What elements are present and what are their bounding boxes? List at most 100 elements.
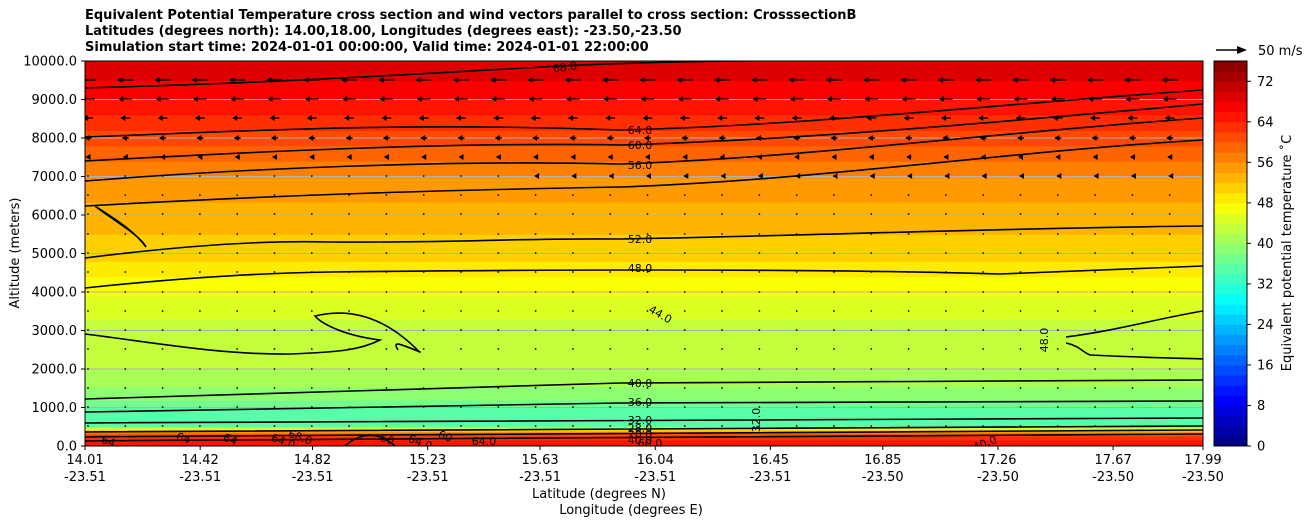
wind-arrow-head	[1161, 77, 1167, 83]
x-tick-label-lon: -23.51	[749, 470, 791, 485]
wind-vector-dot	[460, 368, 462, 370]
wind-vector-dot	[534, 310, 537, 312]
theta-band	[85, 120, 1203, 122]
wind-vector-dot	[833, 233, 835, 235]
wind-vector-dot	[1131, 233, 1134, 235]
contour-label: 60	[378, 431, 396, 448]
colorbar-segment	[1214, 202, 1247, 214]
theta-band	[85, 220, 1203, 222]
wind-vector-dot	[497, 368, 500, 370]
y-axis-label: Altitude (meters)	[8, 198, 23, 309]
theta-band	[85, 90, 1203, 92]
wind-vector-dot	[236, 368, 239, 370]
theta-band	[85, 338, 1203, 340]
colorbar-segment	[1214, 223, 1247, 234]
wind-arrow-head	[608, 173, 614, 179]
theta-band	[85, 413, 1203, 416]
theta-band	[85, 235, 1203, 238]
theta-band	[85, 359, 1203, 362]
theta-band	[85, 248, 1203, 250]
wind-vector-dot	[236, 252, 239, 254]
wind-vector-dot	[795, 387, 798, 389]
wind-arrow-head	[230, 96, 236, 102]
wind-vector-dot	[1094, 329, 1096, 331]
theta-band	[85, 362, 1203, 364]
wind-vector-dot	[609, 291, 612, 293]
wind-vector-dot	[1019, 213, 1022, 215]
theta-band	[85, 82, 1203, 84]
wind-vector-dot	[683, 406, 686, 408]
wind-vector-dot	[646, 194, 649, 196]
wind-vector-dot	[1131, 329, 1134, 331]
contour-label: 68.0	[552, 59, 578, 75]
wind-vector-dot	[870, 425, 873, 427]
theta-band	[85, 208, 1203, 210]
wind-vector-dot	[1131, 310, 1134, 312]
y-tick-label: 7000.0	[32, 170, 78, 185]
wind-vector-dot	[348, 271, 350, 273]
theta-band	[85, 392, 1203, 394]
theta-band	[85, 150, 1203, 152]
theta-band	[85, 369, 1203, 371]
wind-vector-dot	[348, 233, 350, 235]
wind-arrow-head	[1128, 135, 1134, 141]
wind-vector-dot	[273, 406, 276, 408]
wind-vector-dot	[907, 387, 910, 389]
theta-band	[85, 152, 1203, 154]
contour-label: 64.0	[472, 435, 497, 448]
wind-arrow-head	[494, 135, 500, 141]
theta-band	[85, 325, 1203, 327]
theta-band	[85, 418, 1203, 420]
wind-arrow-head	[304, 96, 310, 102]
wind-vector-dot	[646, 406, 649, 408]
wind-vector-dot	[124, 310, 127, 312]
wind-vector-dot	[870, 252, 873, 254]
wind-vector-dot	[1168, 291, 1171, 293]
wind-vector-dot	[273, 425, 276, 427]
theta-band	[85, 326, 1203, 329]
wind-vector-dot	[982, 213, 985, 215]
theta-band	[85, 332, 1203, 334]
wind-vector-dot	[758, 368, 761, 370]
theta-band	[85, 392, 1203, 395]
wind-vector-dot	[646, 271, 649, 273]
x-tick-label-lat: 17.99	[1184, 453, 1221, 468]
wind-vector-dot	[161, 348, 164, 350]
quiver-key-arrow-icon	[1237, 46, 1247, 54]
wind-vector-dot	[87, 194, 89, 196]
colorbar-segment	[1214, 415, 1247, 427]
wind-vector-dot	[236, 291, 239, 293]
wind-vector-dot	[385, 175, 388, 177]
wind-arrow-head	[192, 96, 198, 102]
wind-vector-dot	[1094, 348, 1096, 350]
plot-area: 68.064.060.056.052.048.044.048.040.036.0…	[84, 59, 1204, 448]
theta-band	[85, 180, 1203, 182]
theta-band	[85, 390, 1203, 392]
wind-vector-dot	[422, 329, 425, 331]
wind-vector-dot	[310, 175, 313, 177]
theta-band	[85, 206, 1203, 208]
theta-band	[85, 135, 1203, 138]
wind-arrow-head	[308, 135, 314, 141]
wind-arrow-head	[906, 154, 912, 160]
wind-vector-dot	[87, 368, 89, 370]
colorbar-segment	[1214, 142, 1247, 153]
theta-band	[85, 345, 1203, 348]
wind-vector-dot	[124, 329, 127, 331]
theta-band	[85, 278, 1203, 281]
wind-vector-dot	[236, 348, 239, 350]
wind-arrow-head	[1092, 154, 1098, 160]
theta-band	[85, 352, 1203, 355]
theta-band	[85, 138, 1203, 140]
wind-vector-dot	[348, 368, 350, 370]
theta-band	[85, 316, 1203, 319]
theta-band	[85, 148, 1203, 151]
wind-vector-dot	[683, 233, 686, 235]
contour-label: 32.0	[628, 414, 653, 427]
wind-arrow-head	[272, 154, 277, 160]
wind-vector-dot	[609, 348, 612, 350]
x-axis-label-longitude: Longitude (degrees E)	[559, 503, 703, 518]
theta-band	[85, 171, 1203, 174]
y-tick-label: 1000.0	[32, 401, 78, 416]
wind-vector-dot	[721, 387, 723, 389]
